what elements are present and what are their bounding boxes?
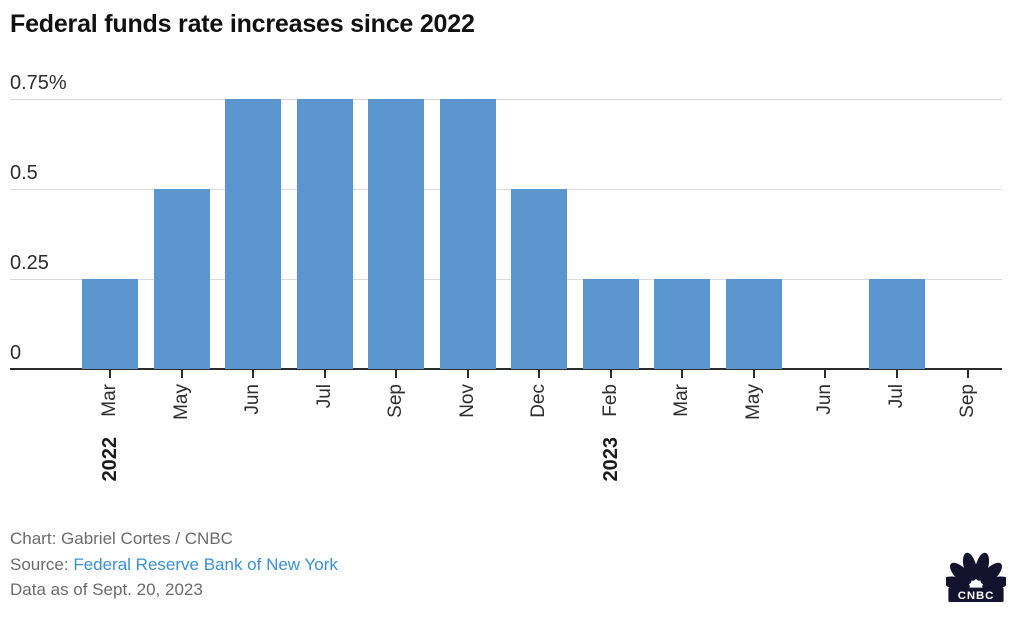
x-axis-month-label: May [743, 384, 764, 420]
source-link[interactable]: Federal Reserve Bank of New York [73, 554, 338, 574]
cnbc-logo-text: CNBC [958, 590, 995, 602]
x-axis-month-label: Jul [314, 384, 335, 409]
x-axis-tick [824, 370, 826, 378]
x-axis-month-label: Jun [814, 384, 835, 415]
bar-jul-3 [297, 99, 353, 369]
source-label: Source: [10, 554, 74, 574]
bar-may-9 [726, 279, 782, 369]
x-axis-tick [109, 370, 111, 378]
bar-jul-11 [869, 279, 925, 369]
x-axis-year-label: 2023 [600, 437, 622, 482]
x-axis-tick [967, 370, 969, 378]
chart-credit: Chart: Gabriel Cortes / CNBC [10, 529, 233, 548]
x-axis-tick [610, 370, 612, 378]
x-axis-tick [252, 370, 254, 378]
gridline [10, 279, 1002, 280]
gridline [10, 189, 1002, 190]
peacock-icon: CNBC [942, 552, 1010, 602]
gridline [10, 99, 1002, 100]
x-axis-month-label: Nov [457, 384, 478, 418]
x-axis-month-label: Jun [242, 384, 263, 415]
cnbc-logo: CNBC [942, 550, 1010, 606]
x-axis-month-label: Mar [671, 384, 692, 417]
x-axis-line [10, 368, 1002, 370]
x-axis-tick [181, 370, 183, 378]
x-axis-month-label: Sep [385, 384, 406, 418]
x-axis-tick [395, 370, 397, 378]
x-axis-year-label: 2022 [99, 437, 121, 482]
x-axis-month-label: May [171, 384, 192, 420]
bar-mar-0 [82, 279, 138, 369]
x-axis-tick [538, 370, 540, 378]
x-axis-tick [753, 370, 755, 378]
x-axis-month-label: Feb [600, 384, 621, 417]
bar-jun-2 [225, 99, 281, 369]
y-axis-tick-label: 0 [10, 342, 22, 364]
bar-nov-5 [440, 99, 496, 369]
bar-dec-6 [511, 189, 567, 369]
y-axis-tick-label: 0.5 [10, 162, 38, 184]
bar-sep-4 [368, 99, 424, 369]
chart-title: Federal funds rate increases since 2022 [10, 10, 475, 38]
data-as-of: Data as of Sept. 20, 2023 [10, 580, 203, 599]
x-axis-month-label: Dec [528, 384, 549, 418]
x-axis-tick [896, 370, 898, 378]
bar-may-1 [154, 189, 210, 369]
y-axis-tick-label: 0.75% [10, 72, 67, 94]
x-axis-tick [324, 370, 326, 378]
bar-mar-8 [654, 279, 710, 369]
x-axis-month-label: Mar [99, 384, 120, 417]
x-axis-month-label: Sep [957, 384, 978, 418]
bar-feb-7 [583, 279, 639, 369]
source-line: Source: Federal Reserve Bank of New York [10, 552, 338, 578]
y-axis-tick-label: 0.25 [10, 252, 49, 274]
x-axis-tick [681, 370, 683, 378]
x-axis-tick [467, 370, 469, 378]
chart-footer: Chart: Gabriel Cortes / CNBC Source: Fed… [10, 526, 338, 603]
x-axis-month-label: Jul [886, 384, 907, 409]
